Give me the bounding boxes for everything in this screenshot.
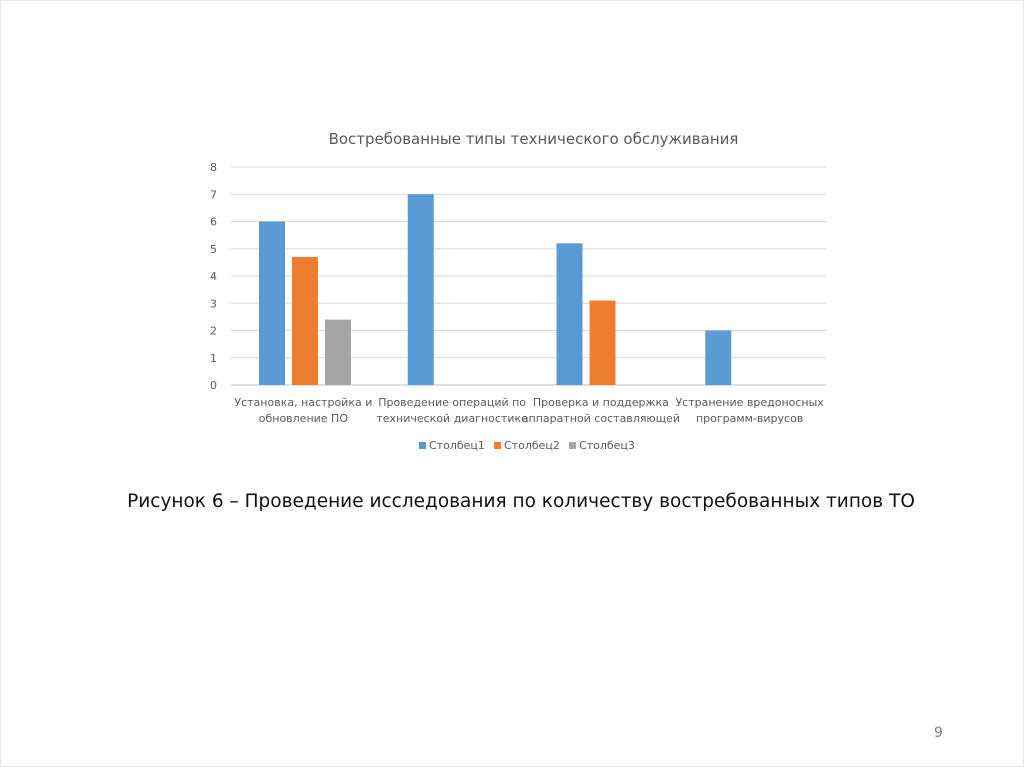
x-tick-label: Проверка и поддержка [533,396,669,409]
y-tick-label: 4 [210,270,217,283]
legend-label: Столбец3 [579,439,635,452]
bar [407,194,434,385]
x-tick-label: Устранение вредоносных [675,396,824,409]
bar [292,256,318,385]
x-tick-label: Установка, настройка и [234,396,372,409]
x-tick-label: обновление ПО [259,412,349,425]
bar [556,243,583,385]
legend-label: Столбец2 [504,439,560,452]
y-tick-label: 1 [210,352,217,365]
legend-swatch [419,442,426,449]
y-tick-label: 3 [210,297,217,310]
figure-caption: Рисунок 6 – Проведение исследования по к… [127,491,915,512]
x-tick-label: программ-вирусов [696,412,803,425]
x-tick-label: Проведение операций по [378,396,526,409]
legend-swatch [569,442,576,449]
y-tick-label: 8 [210,161,217,174]
page-number: 9 [934,725,943,741]
y-tick-label: 5 [210,243,217,256]
legend-label: Столбец1 [429,439,485,452]
legend-swatch [494,442,501,449]
bar-chart: Востребованные типы технического обслужи… [210,130,826,452]
bar [325,319,351,385]
bar [589,300,616,385]
x-tick-label: аппаратной составляющей [522,412,680,425]
y-tick-label: 0 [210,379,217,392]
x-tick-label: технической диагностике [376,412,528,425]
bar [705,330,732,385]
bar [259,221,285,385]
y-tick-label: 2 [210,325,217,338]
y-tick-label: 6 [210,216,217,229]
chart-title: Востребованные типы технического обслужи… [329,130,739,148]
y-tick-label: 7 [210,188,217,201]
